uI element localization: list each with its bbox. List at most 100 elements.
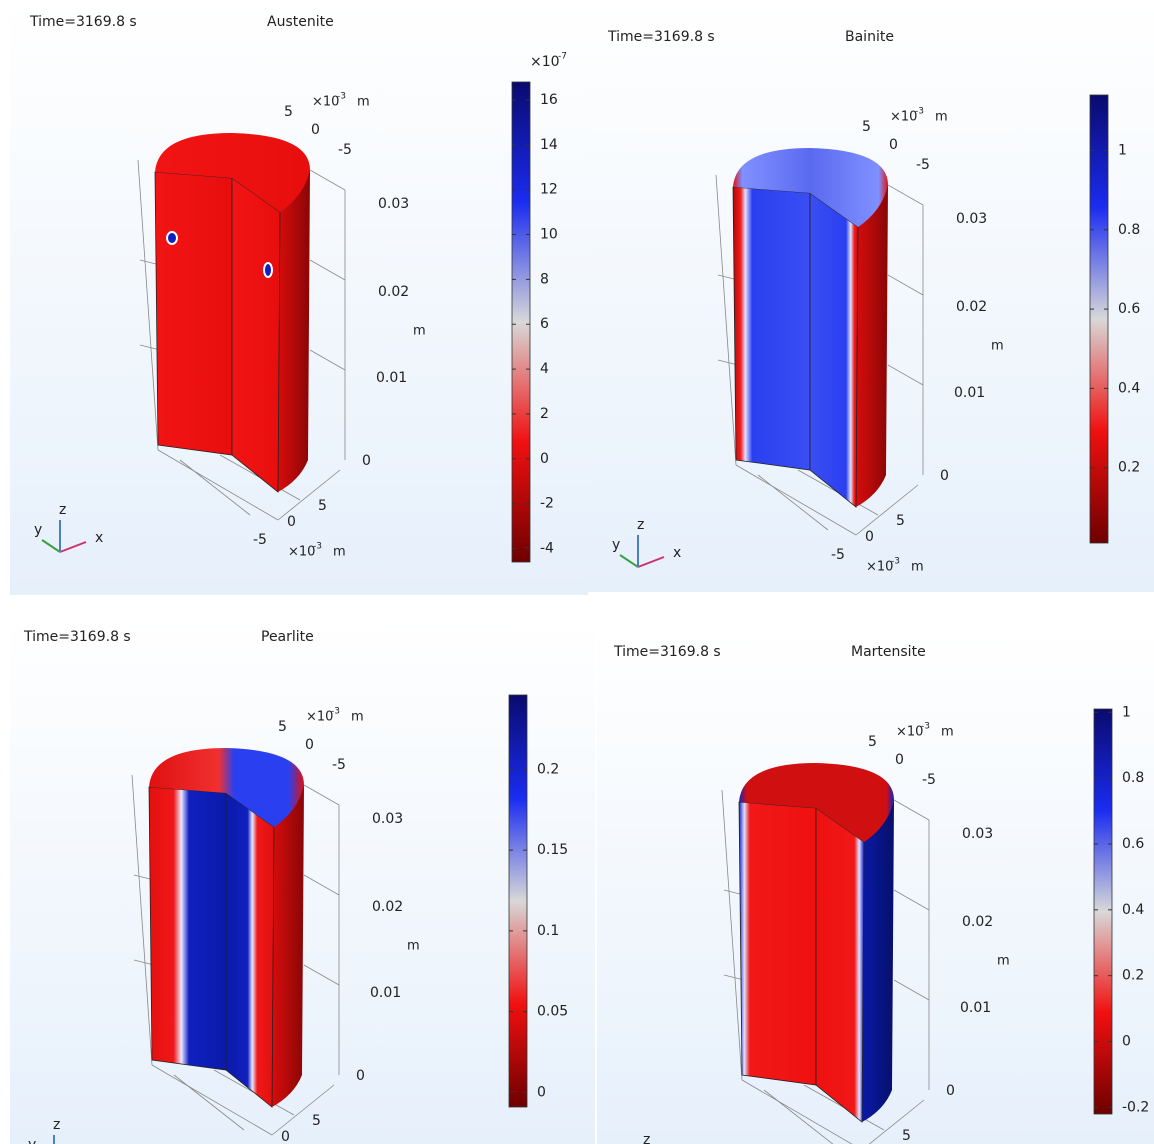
- unit-base: ×10: [866, 560, 893, 575]
- colorbar-tick-label: 0.6: [1118, 301, 1140, 317]
- axis-tick-label: -5: [916, 157, 930, 173]
- triad-label: y: [28, 1137, 36, 1144]
- colorbar: [1090, 95, 1108, 543]
- colorbar-tick-label: 0.2: [537, 761, 559, 777]
- triad-label: z: [59, 502, 66, 518]
- z-tick-label: 0.03: [956, 211, 987, 227]
- colorbar-tick-label: 0.6: [1122, 836, 1144, 852]
- cylinder-left-face: [155, 172, 232, 455]
- z-tick-label: 0.01: [960, 1000, 991, 1016]
- unit-exponent: -3: [331, 707, 340, 717]
- z-tick-label: 0: [362, 453, 371, 469]
- z-tick-label: 0: [946, 1083, 955, 1099]
- unit-exponent: -3: [337, 92, 346, 102]
- colorbar-tick-label: 16: [540, 92, 558, 108]
- axis-tick-label: 0: [305, 737, 314, 753]
- cylinder-right-face: [232, 178, 280, 492]
- spot: [264, 263, 272, 277]
- z-tick-label: 0: [356, 1068, 365, 1084]
- z-tick-label: 0.01: [370, 985, 401, 1001]
- triad-label: z: [643, 1132, 650, 1144]
- plot-title: Pearlite: [261, 629, 314, 645]
- axis-tick-label: 5: [868, 734, 877, 750]
- cylinder-outer: [272, 785, 304, 1107]
- plot-title: Austenite: [267, 14, 334, 30]
- z-unit: m: [413, 324, 426, 339]
- colorbar-tick-label: 0.4: [1118, 380, 1140, 396]
- figure: Time=3169.8 s Austenite 5 0 -5 0.03 0.02 0.01 0 m…: [0, 0, 1154, 1144]
- axis-tick-label: -5: [922, 772, 936, 788]
- axis-tick-label: 5: [312, 1113, 321, 1129]
- unit-base: ×10: [306, 710, 333, 725]
- cylinder-left-face: [733, 187, 810, 470]
- triad-label: y: [34, 522, 42, 538]
- axis-tick-label: 5: [862, 119, 871, 135]
- colorbar: [512, 82, 530, 562]
- colorbar-tick-label: 1: [1122, 704, 1131, 720]
- triad-label: y: [612, 537, 620, 553]
- triad-label: z: [637, 517, 644, 533]
- colorbar-tick-label: 14: [540, 137, 558, 153]
- colorbar-tick-label: 10: [540, 227, 558, 243]
- axis-tick-label: 0: [281, 1129, 290, 1144]
- colorbar-tick-label: 0.8: [1118, 222, 1140, 238]
- axis-tick-label: 0: [287, 514, 296, 530]
- unit: m: [351, 710, 364, 725]
- axis-tick-label: -5: [332, 757, 346, 773]
- cylinder-outer: [856, 185, 888, 507]
- unit: m: [935, 110, 948, 125]
- unit-exponent: -3: [891, 557, 900, 567]
- colorbar-tick-label: -0.2: [1122, 1099, 1149, 1115]
- time-label: Time=3169.8 s: [613, 644, 721, 660]
- colorbar-tick-label: 4: [540, 361, 549, 377]
- multiplier-exponent: -7: [558, 52, 567, 62]
- axis-tick-label: -5: [338, 142, 352, 158]
- z-unit: m: [407, 939, 420, 954]
- axis-tick-label: 5: [896, 513, 905, 529]
- axis-tick-label: 0: [889, 137, 898, 153]
- colorbar-tick-label: 8: [540, 271, 549, 287]
- plot-title: Bainite: [845, 29, 894, 45]
- z-tick-label: 0.03: [962, 826, 993, 842]
- z-unit: m: [991, 339, 1004, 354]
- colorbar: [1094, 709, 1112, 1114]
- z-tick-label: 0.01: [954, 385, 985, 401]
- axis-tick-label: 5: [284, 104, 293, 120]
- unit: m: [911, 560, 924, 575]
- colorbar-tick-label: 0.15: [537, 842, 568, 858]
- axis-tick-label: 5: [278, 719, 287, 735]
- z-tick-label: 0.02: [372, 899, 403, 915]
- colorbar-tick-label: 0: [537, 1084, 546, 1100]
- colorbar: [509, 695, 527, 1107]
- colorbar-tick-label: 0: [1122, 1034, 1131, 1050]
- cylinder-left-face: [739, 802, 816, 1085]
- axis-tick-label: 5: [902, 1128, 911, 1144]
- unit-base: ×10: [890, 110, 917, 125]
- colorbar-tick-label: 0: [540, 451, 549, 467]
- axis-tick-label: -5: [831, 547, 845, 563]
- cylinder-outer: [278, 170, 310, 492]
- axis-tick-label: 0: [895, 752, 904, 768]
- z-tick-label: 0.03: [372, 811, 403, 827]
- unit: m: [357, 95, 370, 110]
- triad-label: x: [673, 545, 681, 561]
- page: {"panels": [ {"time": "Time=3169.8 s", "…: [0, 0, 1154, 1144]
- triad-label: z: [53, 1117, 60, 1133]
- axis-tick-label: -5: [253, 532, 267, 548]
- colorbar-tick-label: 0.05: [537, 1004, 568, 1020]
- z-tick-label: 0.02: [962, 914, 993, 930]
- triad-label: x: [95, 530, 103, 546]
- axis-tick-label: 0: [865, 529, 874, 545]
- unit-exponent: -3: [313, 542, 322, 552]
- colorbar-tick-label: 0.8: [1122, 770, 1144, 786]
- z-unit: m: [997, 954, 1010, 969]
- cylinder-right-face: [810, 193, 858, 507]
- axis-tick-label: 5: [318, 498, 327, 514]
- cylinder-outer: [862, 800, 894, 1122]
- z-tick-label: 0.03: [378, 196, 409, 212]
- unit-exponent: -3: [921, 722, 930, 732]
- z-tick-label: 0.02: [956, 299, 987, 315]
- z-tick-label: 0: [940, 468, 949, 484]
- unit-exponent: -3: [915, 107, 924, 117]
- z-tick-label: 0.02: [378, 284, 409, 300]
